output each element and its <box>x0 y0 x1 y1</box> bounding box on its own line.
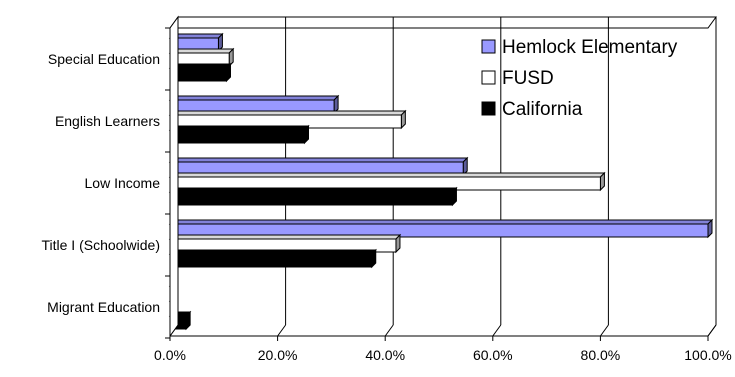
y-tick-label-migrant-education: Migrant Education <box>47 299 160 315</box>
floor-line <box>384 324 394 337</box>
x-tick-label: 0.0% <box>154 347 186 363</box>
y-tick-label-english-learners: English Learners <box>55 113 160 129</box>
left-wall <box>169 15 179 338</box>
bar-california-english-learners <box>168 124 310 145</box>
bar-top-face <box>168 219 714 225</box>
bar-hemlock-elementary-english-learners <box>168 94 340 115</box>
x-tick-label: 100.0% <box>684 347 731 363</box>
bar-top-face <box>168 172 606 178</box>
floor-line <box>599 324 609 337</box>
y-tick-label-low-income: Low Income <box>85 175 161 191</box>
bar-front-face <box>169 253 373 268</box>
legend-label-fusd: FUSD <box>502 68 554 89</box>
axes <box>165 15 717 341</box>
x-tick-label: 20.0% <box>258 347 298 363</box>
y-axis-labels: Special Education English Learners Low Inc… <box>41 51 160 315</box>
bar-top-face <box>168 48 235 54</box>
x-tick-label: 60.0% <box>473 347 513 363</box>
bar-top-face <box>168 63 232 69</box>
legend-label-hemlock-elementary: Hemlock Elementary <box>502 37 678 58</box>
bar-california-title-i-schoolwide <box>168 248 377 269</box>
bar-fusd-special-education <box>168 47 235 68</box>
legend-swatch-fusd <box>481 70 496 85</box>
bars <box>168 32 714 331</box>
bar-fusd-low-income <box>168 171 606 192</box>
y-tick-label-title-i-schoolwide: Title I (Schoolwide) <box>41 237 160 253</box>
bar-front-face <box>169 191 453 206</box>
legend-label-california: California <box>502 99 583 120</box>
floor-line <box>277 324 287 337</box>
legend-swatch-hemlock-elementary <box>481 39 496 54</box>
x-tick-label: 40.0% <box>365 347 405 363</box>
bar-top-face <box>168 157 469 163</box>
bar-hemlock-elementary-low-income <box>168 156 469 177</box>
floor-line <box>492 324 502 337</box>
bar-top-face <box>168 187 458 193</box>
y-tick-label-special-education: Special Education <box>48 51 160 67</box>
bar-top-face <box>168 95 340 101</box>
bar-top-face <box>168 234 402 240</box>
bar-fusd-english-learners <box>168 109 407 130</box>
plot-back-wall <box>169 16 717 29</box>
x-tick-label: 80.0% <box>581 347 621 363</box>
floor-right-edge <box>707 324 717 337</box>
bar-top-face <box>168 249 377 255</box>
bar-top-face <box>168 125 310 131</box>
x-axis-labels: 0.0% 20.0% 40.0% 60.0% 80.0% 100.0% <box>154 347 732 363</box>
bar-fusd-title-i-schoolwide <box>168 233 402 254</box>
legend-swatch-california <box>481 101 496 116</box>
legend: Hemlock Elementary FUSD California <box>481 37 678 120</box>
bar-hemlock-elementary-title-i-schoolwide <box>168 218 714 239</box>
bar-top-face <box>168 110 407 116</box>
bar-california-low-income <box>168 186 458 207</box>
bar-front-face <box>169 129 305 144</box>
bar-california-special-education <box>168 62 232 83</box>
